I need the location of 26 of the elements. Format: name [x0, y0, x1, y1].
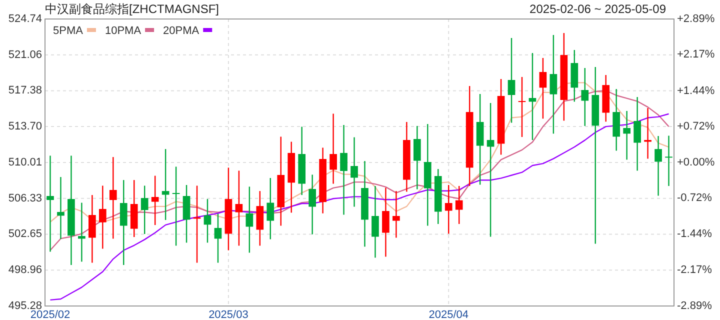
legend-label: 5PMA: [53, 24, 84, 37]
y-tick-label: 506.33: [8, 192, 42, 204]
y2-tick-label: +2.89%: [677, 12, 715, 25]
y-tick-label: 510.01: [8, 156, 42, 168]
y2-tick-label: +0.72%: [677, 120, 715, 133]
y-tick-label: 521.06: [8, 48, 42, 61]
y-tick-label: 513.70: [8, 120, 42, 132]
y-tick-label: 517.38: [8, 84, 42, 97]
legend-label: 10PMA: [104, 24, 142, 37]
y2-tick-label: +1.44%: [677, 84, 715, 97]
y2-tick-label: -2.17%: [677, 264, 712, 276]
x-tick-label: 2025/03: [208, 309, 248, 320]
y-tick-label: 524.74: [8, 12, 42, 25]
chart-title: 中汉副食品综指[ZHCTMAGNSF]: [45, 2, 219, 16]
y-tick-label: 495.28: [8, 300, 42, 312]
x-tick-label: 2025/04: [428, 309, 468, 320]
y2-tick-label: -2.89%: [677, 300, 712, 312]
x-tick-label: 2025/02: [30, 309, 70, 320]
y-tick-label: 502.65: [8, 228, 42, 240]
y2-tick-label: -0.72%: [677, 192, 712, 204]
y2-tick-label: +2.17%: [677, 48, 715, 61]
y2-tick-label: +0.00%: [677, 156, 715, 168]
chart-subtitle: 2025-02-06 ~ 2025-05-09: [530, 2, 666, 16]
y-tick-label: 498.96: [8, 264, 42, 276]
legend-label: 20PMA: [163, 24, 200, 37]
y2-tick-label: -1.44%: [677, 228, 712, 240]
